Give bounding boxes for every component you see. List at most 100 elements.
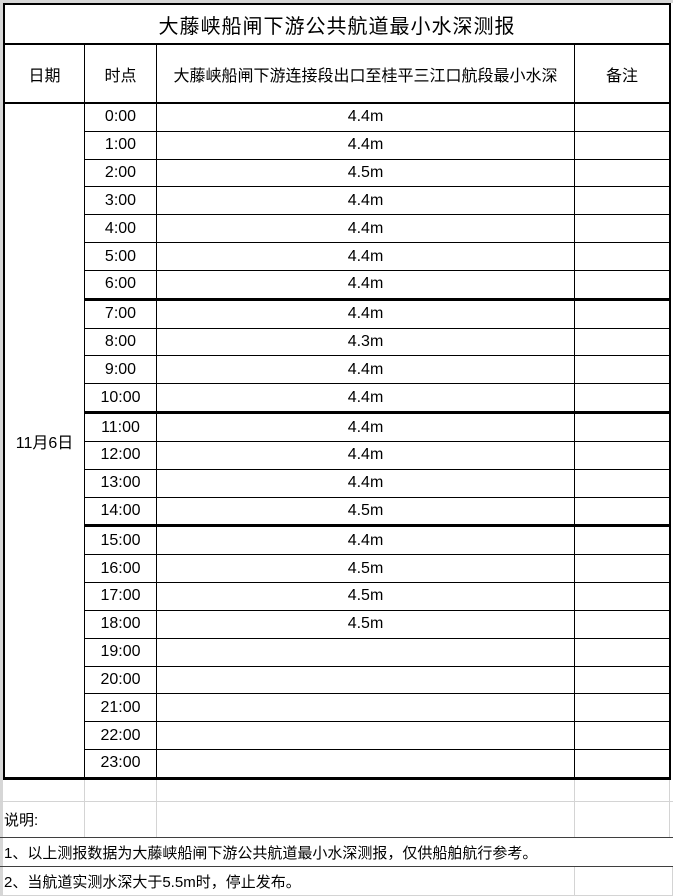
note-2-text: 2、当航道实测水深大于5.5m时，停止发布。 xyxy=(0,867,575,895)
table-row: 1:00 4.4m xyxy=(85,130,669,159)
depth-cell: 4.3m xyxy=(157,328,575,356)
depth-cell xyxy=(157,694,575,722)
time-cell: 11:00 xyxy=(85,414,157,441)
footer-cell xyxy=(575,867,673,895)
table-row: 5:00 4.4m xyxy=(85,242,669,270)
table-row: 3:00 4.4m xyxy=(85,186,669,215)
time-cell: 1:00 xyxy=(85,131,157,159)
remark-cell xyxy=(575,667,669,694)
remark-cell xyxy=(575,498,669,525)
remark-cell xyxy=(575,470,669,497)
remark-cell xyxy=(575,271,669,298)
note-1-text: 1、以上测报数据为大藤峡船闸下游公共航道最小水深测报，仅供船舶航行参考。 xyxy=(4,844,538,862)
remark-cell xyxy=(575,527,669,554)
depth-cell: 4.5m xyxy=(157,610,575,638)
table-row: 23:00 xyxy=(85,749,669,777)
table-row: 13:00 4.4m xyxy=(85,468,669,497)
time-cell: 12:00 xyxy=(85,441,157,469)
footer-cell xyxy=(157,780,575,801)
depth-cell: 4.5m xyxy=(157,583,575,610)
remark-cell xyxy=(575,160,669,187)
time-cell: 10:00 xyxy=(85,384,157,412)
time-cell: 16:00 xyxy=(85,555,157,583)
time-cell: 3:00 xyxy=(85,187,157,215)
table-row: 8:00 4.3m xyxy=(85,327,669,356)
time-cell: 20:00 xyxy=(85,666,157,694)
table-row: 0:00 4.4m xyxy=(85,104,669,131)
remark-cell xyxy=(575,132,669,159)
table-row: 16:00 4.5m xyxy=(85,554,669,583)
table-row: 19:00 xyxy=(85,637,669,666)
page-title: 大藤峡船闸下游公共航道最小水深测报 xyxy=(5,5,669,45)
table-row: 20:00 xyxy=(85,665,669,694)
depth-cell: 4.4m xyxy=(157,356,575,384)
depth-cell: 4.5m xyxy=(157,555,575,583)
header-time: 时点 xyxy=(85,45,157,102)
table-rows: 0:00 4.4m 1:00 4.4m 2:00 4.5m 3:00 4.4m xyxy=(85,104,669,777)
remark-cell xyxy=(575,356,669,383)
depth-cell: 4.4m xyxy=(157,215,575,243)
depth-cell: 4.4m xyxy=(157,104,575,131)
remark-cell xyxy=(575,722,669,749)
notes-label: 说明: xyxy=(0,802,85,837)
table-row: 22:00 xyxy=(85,721,669,750)
depth-cell: 4.4m xyxy=(157,243,575,270)
remark-cell xyxy=(575,442,669,469)
remark-cell xyxy=(575,104,669,131)
note-row-1: 1、以上测报数据为大藤峡船闸下游公共航道最小水深测报，仅供船舶航行参考。 xyxy=(0,838,673,867)
remark-cell xyxy=(575,555,669,582)
footer-cell xyxy=(85,802,157,837)
time-cell: 6:00 xyxy=(85,270,157,298)
remark-cell xyxy=(575,215,669,242)
notes-label-row: 说明: xyxy=(0,802,673,838)
table-row: 17:00 4.5m xyxy=(85,582,669,610)
time-cell: 15:00 xyxy=(85,527,157,555)
remark-cell xyxy=(575,414,669,441)
remark-cell xyxy=(575,639,669,666)
depth-cell: 4.4m xyxy=(157,131,575,159)
time-cell: 0:00 xyxy=(85,104,157,131)
table-row: 14:00 4.5m xyxy=(85,496,669,525)
time-cell: 19:00 xyxy=(85,638,157,666)
depth-cell xyxy=(157,722,575,750)
header-remark: 备注 xyxy=(605,67,638,85)
page-edge-top xyxy=(0,0,673,3)
table-row: 7:00 4.4m xyxy=(85,297,669,328)
table-row: 10:00 4.4m xyxy=(85,383,669,412)
table-row: 21:00 xyxy=(85,693,669,722)
table-row: 9:00 4.4m xyxy=(85,355,669,384)
table-row: 2:00 4.5m xyxy=(85,158,669,187)
page-edge-left xyxy=(0,0,3,896)
depth-cell: 4.4m xyxy=(157,527,575,555)
time-cell: 14:00 xyxy=(85,497,157,525)
depth-report-table: 大藤峡船闸下游公共航道最小水深测报 日期 时点 大藤峡船闸下游连接段出口至桂平三… xyxy=(3,3,671,780)
depth-cell: 4.5m xyxy=(157,497,575,525)
time-cell: 13:00 xyxy=(85,469,157,497)
depth-cell xyxy=(157,638,575,666)
footer-cell xyxy=(575,780,670,801)
remark-cell xyxy=(575,301,669,328)
footer-cell xyxy=(85,780,157,801)
footer-cell xyxy=(157,802,575,837)
table-row: 4:00 4.4m xyxy=(85,214,669,243)
remark-cell xyxy=(575,750,669,777)
time-cell: 5:00 xyxy=(85,243,157,270)
depth-cell xyxy=(157,666,575,694)
table-row: 18:00 4.5m xyxy=(85,609,669,638)
header-date: 日期 xyxy=(5,45,85,102)
time-cell: 7:00 xyxy=(85,300,157,328)
table-row: 11:00 4.4m xyxy=(85,411,669,441)
header-depth: 大藤峡船闸下游连接段出口至桂平三江口航段最小水深 xyxy=(157,45,575,102)
time-cell: 4:00 xyxy=(85,215,157,243)
note-row-2: 2、当航道实测水深大于5.5m时，停止发布。 xyxy=(0,867,673,896)
depth-cell xyxy=(157,750,575,777)
time-cell: 18:00 xyxy=(85,610,157,638)
time-cell: 17:00 xyxy=(85,583,157,610)
remark-cell xyxy=(575,384,669,411)
footer-cell xyxy=(575,802,670,837)
remark-cell xyxy=(575,187,669,214)
depth-cell: 4.4m xyxy=(157,384,575,412)
depth-cell: 4.5m xyxy=(157,159,575,187)
table-row: 15:00 4.4m xyxy=(85,524,669,555)
